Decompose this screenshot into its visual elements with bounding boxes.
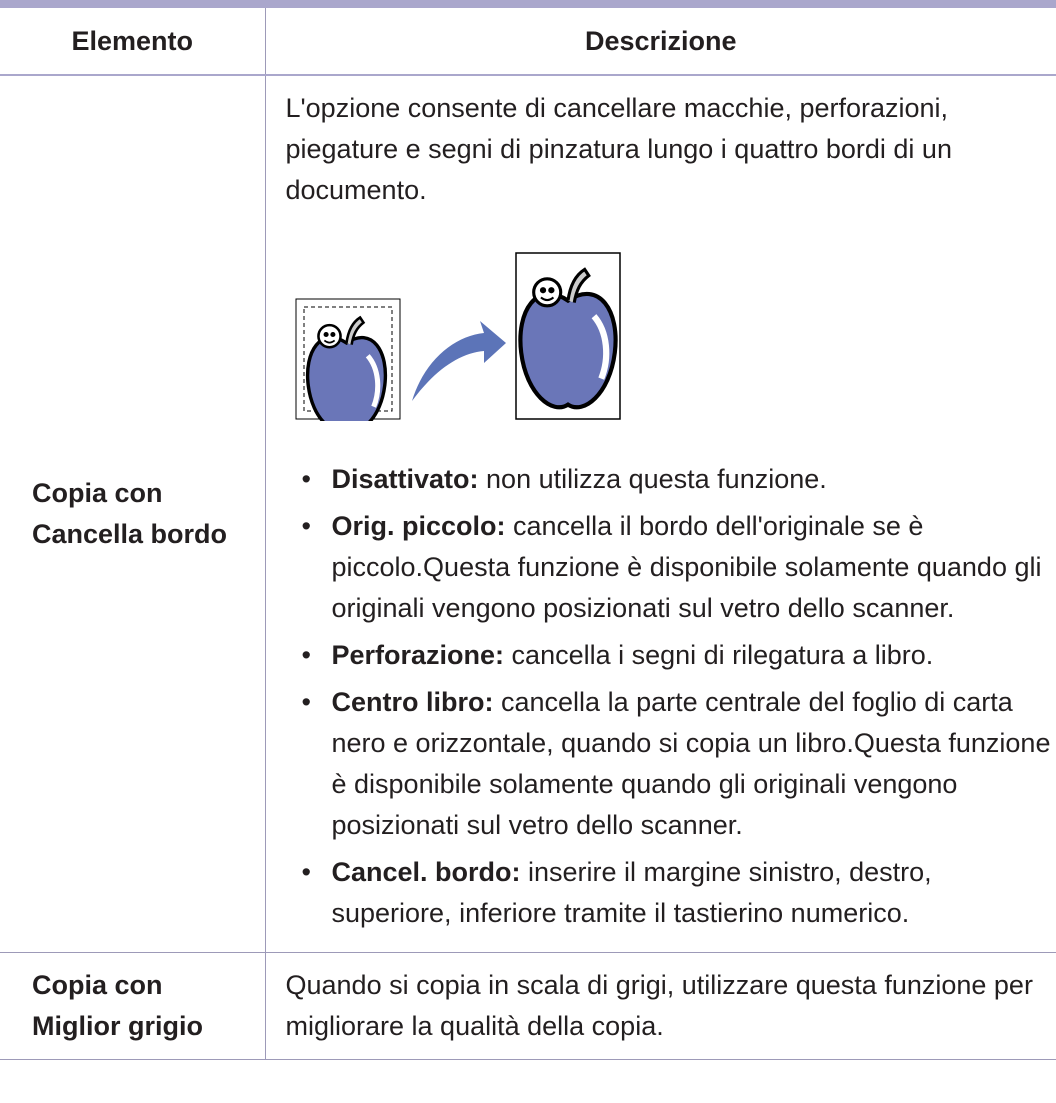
item-line: Miglior grigio xyxy=(32,1011,203,1041)
item-line: Copia con xyxy=(32,970,163,1000)
option-table: Elemento Descrizione Copia con Cancella … xyxy=(0,0,1056,1060)
description: L'opzione consente di cancellare macchie… xyxy=(285,93,952,205)
bullet-item: Centro libro: cancella la parte centrale… xyxy=(286,682,1056,846)
bullet-text: inserire il margine sinistro, destro, su… xyxy=(331,857,932,928)
description-cell: L'opzione consente di cancellare macchie… xyxy=(265,75,1056,953)
bullet-term: Centro libro: xyxy=(331,687,494,717)
bullet-text: non utilizza questa funzione. xyxy=(478,464,827,494)
bullet-list: Disattivato: non utilizza questa funzion… xyxy=(286,459,1056,934)
bullet-term: Perforazione: xyxy=(331,640,505,670)
item-cell: Copia con Cancella bordo xyxy=(0,75,266,953)
table-row: Copia con Cancella bordo L'opzione conse… xyxy=(0,75,1056,953)
item-line: Cancella bordo xyxy=(32,519,228,549)
bullet-text: cancella la parte centrale del foglio di… xyxy=(331,687,1051,840)
bullet-item: Cancel. bordo: inserire il margine sinis… xyxy=(286,852,1056,934)
header-cell: Elemento xyxy=(0,4,266,76)
illustration xyxy=(295,252,621,421)
bullet-term: Disattivato: xyxy=(331,464,479,494)
item-line: Copia con xyxy=(32,478,163,508)
bullet-term: Cancel. bordo: xyxy=(331,857,521,887)
item-cell: Copia con Miglior grigio xyxy=(0,952,266,1060)
bullet-item: Orig. piccolo: cancella il bordo dell'or… xyxy=(286,506,1056,629)
description: Quando si copia in scala di grigi, utili… xyxy=(285,970,1033,1041)
bullet-term: Orig. piccolo: xyxy=(331,511,506,541)
bullet-text: cancella il bordo dell'originale se è pi… xyxy=(331,511,1042,623)
description-cell: Quando si copia in scala di grigi, utili… xyxy=(265,952,1056,1060)
table-row: Copia con Miglior grigio Quando si copia… xyxy=(0,952,1056,1060)
bullet-text: cancella i segni di rilegatura a libro. xyxy=(504,640,934,670)
header-cell: Descrizione xyxy=(265,4,1056,76)
bullet-item: Perforazione: cancella i segni di rilega… xyxy=(286,635,1056,676)
bullet-item: Disattivato: non utilizza questa funzion… xyxy=(286,459,1056,500)
header-row: Elemento Descrizione xyxy=(0,4,1056,76)
